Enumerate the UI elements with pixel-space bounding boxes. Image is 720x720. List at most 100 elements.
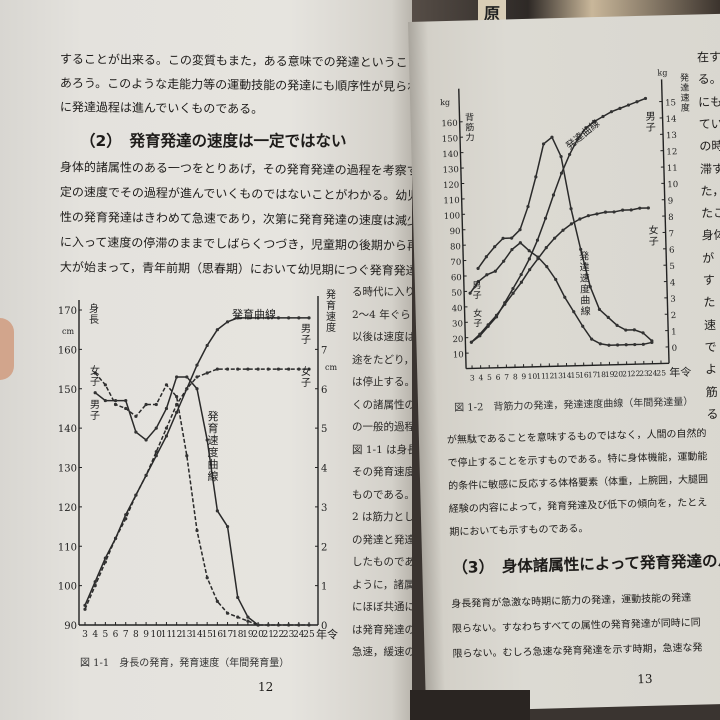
text-line: る時代に入り， bbox=[352, 286, 412, 298]
data-point bbox=[633, 342, 637, 347]
y-left-tick-label: 100 bbox=[58, 582, 77, 593]
x-tick-label: 20 bbox=[252, 630, 264, 640]
data-point bbox=[601, 114, 605, 119]
data-point bbox=[144, 473, 148, 477]
data-point bbox=[287, 316, 291, 320]
y-right-tick-label: 2 bbox=[321, 542, 327, 553]
y-right-tick-label: 3 bbox=[321, 503, 327, 514]
page-number: 13 bbox=[637, 671, 653, 687]
text-line: 在す bbox=[696, 49, 720, 65]
data-point bbox=[134, 430, 138, 434]
y-left-tick-label: 100 bbox=[444, 211, 460, 221]
y-left-tick-label: 110 bbox=[58, 542, 77, 553]
text-line: 以後は速度は減 bbox=[352, 331, 412, 343]
data-point bbox=[215, 328, 219, 332]
data-point bbox=[519, 280, 523, 284]
y-left-tick-label: 140 bbox=[442, 150, 458, 160]
text-line: 経験の内容によって，発育発達及び低下の傾向を，たとえ bbox=[448, 497, 708, 516]
data-point bbox=[124, 406, 128, 411]
data-point bbox=[598, 342, 602, 346]
velocity-curve-label: 発育速度曲線 bbox=[208, 409, 219, 483]
series-line-velocity-girls bbox=[94, 372, 309, 626]
x-tick-label: 10 bbox=[151, 630, 163, 640]
left-page: することが出来る。この変質もまた，ある意味での発達というこ あろう。このような走能… bbox=[0, 0, 412, 720]
y-right-tick-label: 6 bbox=[669, 246, 675, 256]
x-tick-label: 5 bbox=[487, 373, 492, 382]
data-point bbox=[154, 426, 158, 430]
data-point bbox=[501, 236, 505, 240]
data-point bbox=[307, 367, 311, 371]
data-point bbox=[572, 310, 576, 314]
text-line: 滞す bbox=[699, 161, 720, 176]
y-left-tick-label: 150 bbox=[58, 385, 77, 396]
x-tick-label: 13 bbox=[181, 630, 193, 640]
x-tick-label: 25 bbox=[656, 368, 666, 377]
data-point bbox=[287, 367, 291, 371]
data-point bbox=[511, 287, 515, 291]
y-left-tick-label: 120 bbox=[443, 181, 459, 191]
y-right-tick-label: 3 bbox=[670, 295, 676, 305]
data-point bbox=[276, 367, 281, 371]
data-point bbox=[624, 328, 628, 332]
data-point bbox=[195, 528, 199, 533]
figure-1-1-chart: 3 4 5 6 7 8 9 101112131415161718192021222324259… bbox=[58, 288, 338, 641]
data-point bbox=[597, 307, 602, 312]
x-tick-label: 13 bbox=[553, 371, 563, 380]
series-line-growth-girls bbox=[84, 368, 309, 610]
data-point bbox=[276, 623, 281, 627]
figure-caption: 図 1-1 身長の発育，発育速度（年間発育量） bbox=[80, 658, 290, 669]
text-line: で停止することを示すものである。特に身体機能，運動能 bbox=[447, 451, 708, 470]
data-point bbox=[256, 367, 260, 371]
data-point bbox=[526, 204, 530, 209]
y-left-tick-label: 90 bbox=[450, 227, 461, 237]
data-point bbox=[225, 611, 230, 615]
text-line: 限らない。むしろ急速な発育発達を示す時期，急速な発 bbox=[452, 642, 703, 661]
data-point bbox=[518, 241, 522, 245]
girls-label: 女子 bbox=[90, 364, 100, 388]
data-point bbox=[276, 316, 281, 320]
y-left-tick-label: 60 bbox=[451, 273, 462, 283]
y-left-tick-label: 40 bbox=[452, 304, 463, 314]
data-point bbox=[266, 367, 270, 371]
text-line: たこ bbox=[700, 205, 720, 221]
data-point bbox=[225, 320, 230, 324]
x-tick-label: 15 bbox=[571, 371, 581, 380]
x-tick-label: 3 bbox=[82, 630, 88, 640]
text-line: 速 bbox=[703, 317, 717, 332]
growth-curve-label: 発達曲線 bbox=[563, 117, 602, 152]
data-point bbox=[563, 295, 567, 299]
data-point bbox=[287, 623, 291, 627]
data-point bbox=[476, 279, 481, 284]
x-tick-label: 4 bbox=[92, 630, 98, 640]
page-number: 12 bbox=[258, 680, 274, 694]
data-point bbox=[154, 402, 158, 407]
text-line: 筋 bbox=[705, 384, 718, 399]
data-point bbox=[635, 100, 639, 104]
series-line-velocity-girls bbox=[469, 241, 653, 346]
data-point bbox=[478, 332, 482, 336]
data-point bbox=[569, 207, 573, 211]
data-point bbox=[550, 135, 554, 139]
data-point bbox=[246, 619, 250, 623]
y-right-tick-label: 4 bbox=[670, 278, 676, 288]
data-point bbox=[246, 367, 250, 371]
data-point bbox=[124, 398, 128, 403]
x-tick-label: 3 bbox=[470, 373, 475, 382]
data-point bbox=[541, 142, 546, 146]
data-point bbox=[236, 316, 240, 320]
data-point bbox=[626, 103, 631, 107]
y-left-tick-label: 130 bbox=[443, 165, 459, 175]
data-point bbox=[144, 402, 148, 407]
background-shadow bbox=[410, 690, 530, 720]
data-point bbox=[609, 110, 614, 114]
data-point bbox=[615, 323, 619, 327]
text-line: た， bbox=[700, 183, 720, 199]
y-right-tick-label: 10 bbox=[667, 180, 678, 190]
data-point bbox=[518, 228, 522, 232]
y-right-unit-label: cm bbox=[325, 363, 337, 372]
text-line: 身長発育が急激な時期に筋力の発達，運動技能の発達 bbox=[451, 592, 692, 611]
x-tick-label: 5 bbox=[102, 630, 108, 640]
boys-label: 男子 bbox=[645, 111, 656, 134]
x-tick-label: 21 bbox=[622, 369, 632, 378]
text-line: 2 は筋力として bbox=[352, 511, 412, 523]
